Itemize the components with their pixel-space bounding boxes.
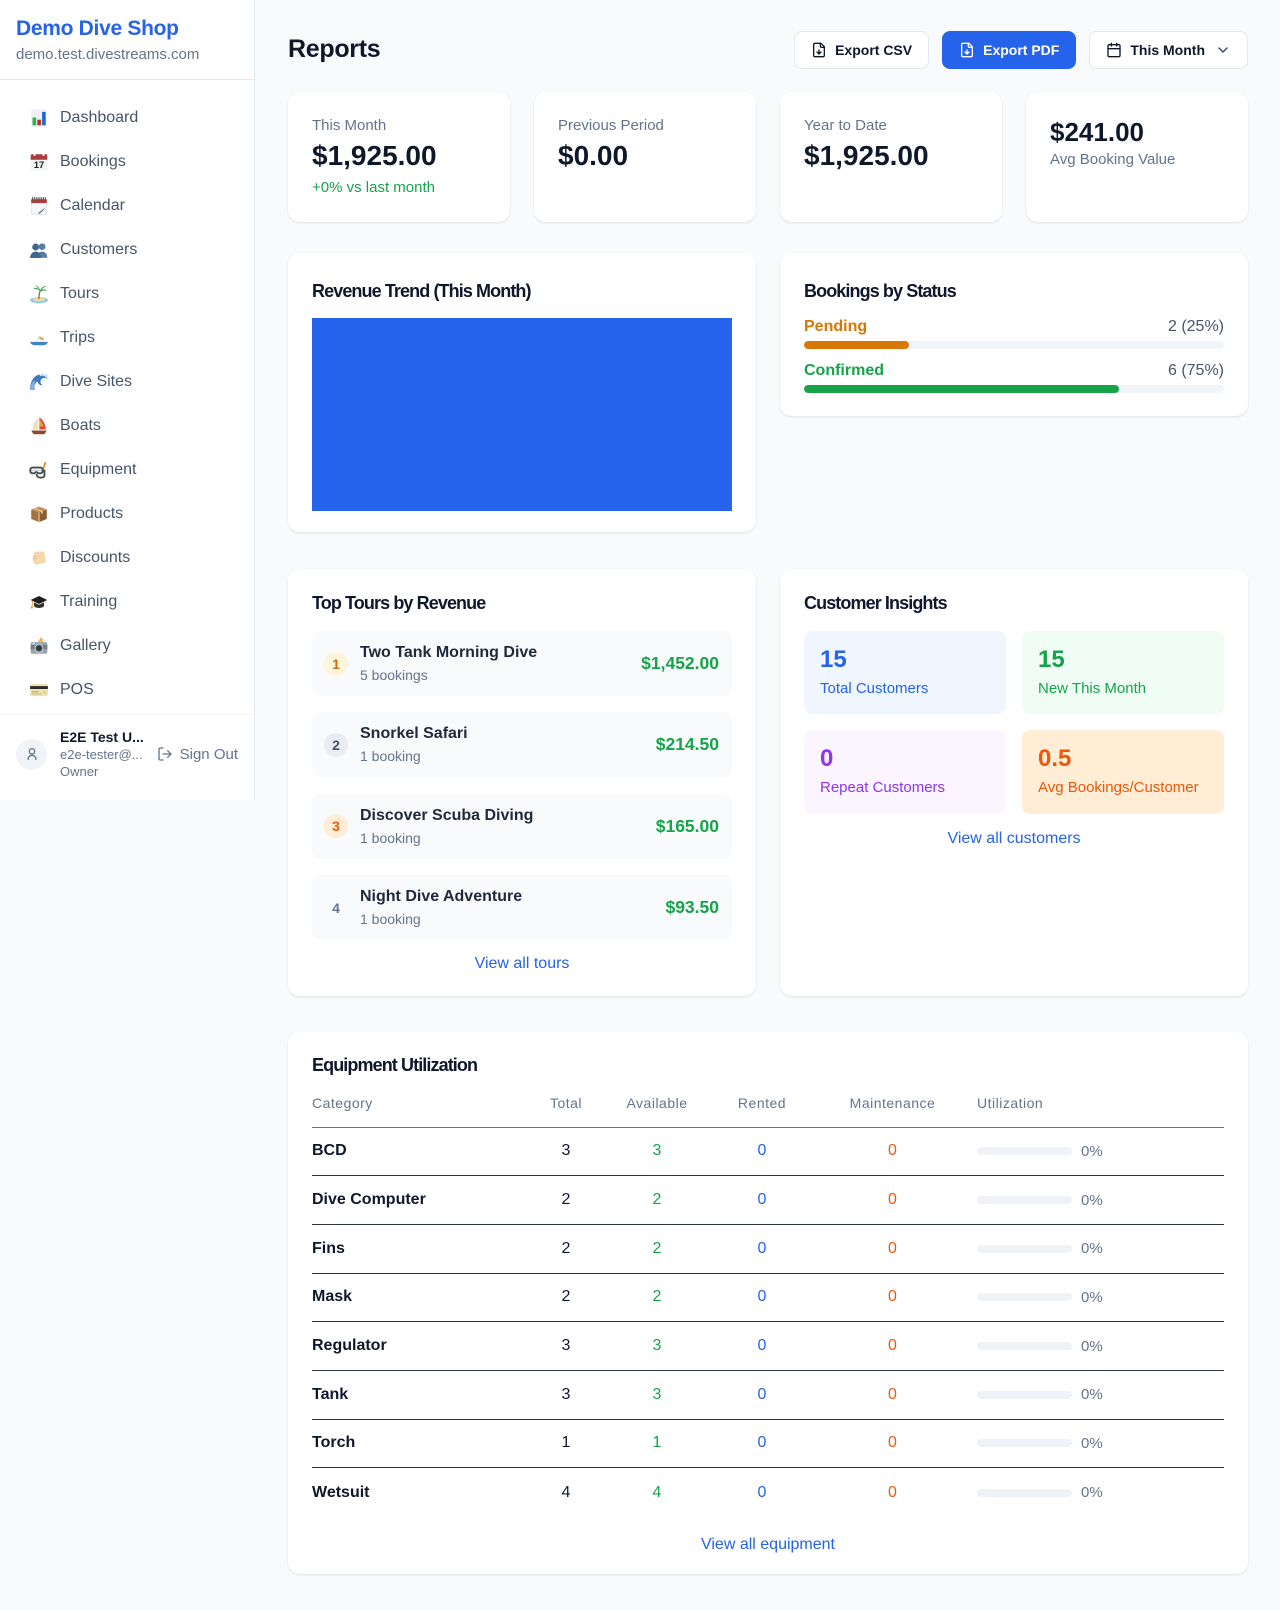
svg-text:17: 17: [34, 160, 45, 171]
